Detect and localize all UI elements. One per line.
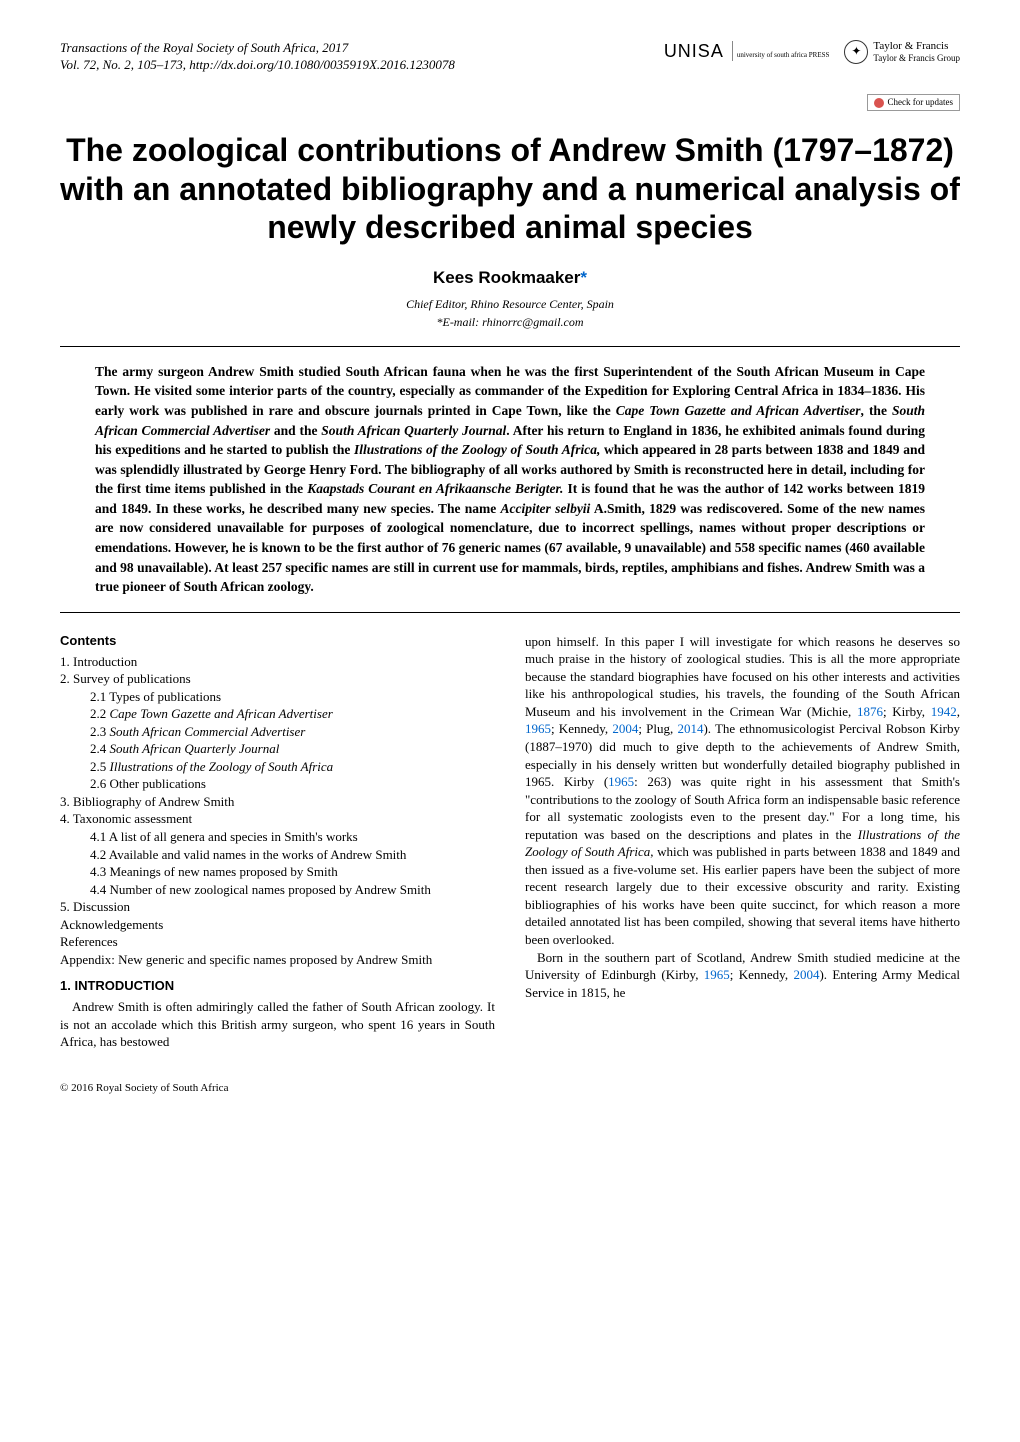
author-asterisk: * bbox=[580, 268, 587, 287]
citation-link[interactable]: 2004 bbox=[612, 721, 638, 736]
unisa-subtext: university of south africa PRESS bbox=[737, 51, 830, 59]
contents-item: Appendix: New generic and specific names… bbox=[60, 951, 495, 969]
abstract-i6: Accipiter selbyii bbox=[501, 501, 591, 516]
right-para-2: Born in the southern part of Scotland, A… bbox=[525, 949, 960, 1002]
contents-item: Acknowledgements bbox=[60, 916, 495, 934]
citation-link[interactable]: 2004 bbox=[793, 967, 819, 982]
contents-item: 1. Introduction bbox=[60, 653, 495, 671]
right-column: upon himself. In this paper I will inves… bbox=[525, 633, 960, 1096]
journal-info: Transactions of the Royal Society of Sou… bbox=[60, 40, 455, 74]
citation-link[interactable]: 1876 bbox=[857, 704, 883, 719]
check-updates-icon bbox=[874, 98, 884, 108]
contents-item: 2.3 South African Commercial Advertiser bbox=[60, 723, 495, 741]
ci-italic: South African Commercial Advertiser bbox=[110, 724, 306, 739]
affiliation-line-1: Chief Editor, Rhino Resource Center, Spa… bbox=[60, 297, 960, 313]
author-name: Kees Rookmaaker* bbox=[60, 267, 960, 289]
contents-heading: Contents bbox=[60, 633, 495, 650]
ci-prefix: 2.5 bbox=[90, 759, 110, 774]
rc-t: ; Plug, bbox=[638, 721, 677, 736]
check-updates-button[interactable]: Check for updates bbox=[867, 94, 960, 112]
contents-item: 4.4 Number of new zoological names propo… bbox=[60, 881, 495, 899]
taylor-francis-logo: ✦ Taylor & Francis Taylor & Francis Grou… bbox=[844, 40, 960, 64]
left-column: Contents 1. Introduction 2. Survey of pu… bbox=[60, 633, 495, 1096]
citation-link[interactable]: 2014 bbox=[677, 721, 703, 736]
contents-item: 5. Discussion bbox=[60, 898, 495, 916]
ci-italic: South African Quarterly Journal bbox=[110, 741, 280, 756]
contents-list: 1. Introduction 2. Survey of publication… bbox=[60, 653, 495, 969]
rc-t: , which was published in parts between 1… bbox=[525, 844, 960, 947]
ci-prefix: 2.3 bbox=[90, 724, 110, 739]
ci-prefix: 2.2 bbox=[90, 706, 110, 721]
affiliation-line-2: *E-mail: rhinorrc@gmail.com bbox=[60, 315, 960, 331]
contents-item: 2.6 Other publications bbox=[60, 775, 495, 793]
rc-t: , bbox=[957, 704, 960, 719]
header-row: Transactions of the Royal Society of Sou… bbox=[60, 40, 960, 74]
contents-item: 2.2 Cape Town Gazette and African Advert… bbox=[60, 705, 495, 723]
contents-item: 2.4 South African Quarterly Journal bbox=[60, 740, 495, 758]
ci-italic: Cape Town Gazette and African Advertiser bbox=[110, 706, 333, 721]
journal-name: Transactions of the Royal Society of Sou… bbox=[60, 40, 316, 55]
abstract-i1: Cape Town Gazette and African Advertiser bbox=[616, 403, 861, 418]
tf-group: Taylor & Francis Group bbox=[873, 53, 960, 63]
abstract-t3: and the bbox=[270, 423, 321, 438]
intro-paragraph: Andrew Smith is often admiringly called … bbox=[60, 998, 495, 1051]
right-para-1: upon himself. In this paper I will inves… bbox=[525, 633, 960, 949]
ci-italic: Illustrations of the Zoology of South Af… bbox=[110, 759, 334, 774]
abstract-i4: Illustrations of the Zoology of South Af… bbox=[354, 442, 600, 457]
rc-t: ; Kirby, bbox=[883, 704, 931, 719]
citation-link[interactable]: 1942 bbox=[931, 704, 957, 719]
contents-item: 2.5 Illustrations of the Zoology of Sout… bbox=[60, 758, 495, 776]
abstract-t2: , the bbox=[861, 403, 892, 418]
contents-item: 4.2 Available and valid names in the wor… bbox=[60, 846, 495, 864]
divider-bottom bbox=[60, 612, 960, 613]
tf-name: Taylor & Francis bbox=[873, 40, 948, 52]
article-title: The zoological contributions of Andrew S… bbox=[60, 131, 960, 246]
unisa-logo: UNISA university of south africa PRESS bbox=[664, 40, 830, 64]
citation-link[interactable]: 1965 bbox=[704, 967, 730, 982]
tf-text: Taylor & Francis Taylor & Francis Group bbox=[873, 40, 960, 64]
abstract: The army surgeon Andrew Smith studied So… bbox=[95, 362, 925, 597]
contents-item: 3. Bibliography of Andrew Smith bbox=[60, 793, 495, 811]
contents-item: 2.1 Types of publications bbox=[60, 688, 495, 706]
header-right: UNISA university of south africa PRESS ✦… bbox=[664, 40, 960, 64]
unisa-text: UNISA bbox=[664, 41, 733, 61]
two-column-body: Contents 1. Introduction 2. Survey of pu… bbox=[60, 633, 960, 1096]
copyright: © 2016 Royal Society of South Africa bbox=[60, 1081, 495, 1095]
divider-top bbox=[60, 346, 960, 347]
journal-year: 2017 bbox=[322, 40, 348, 55]
abstract-i5: Kaapstads Courant en Afrikaansche Berigt… bbox=[307, 481, 563, 496]
tf-icon: ✦ bbox=[844, 40, 868, 64]
citation-link[interactable]: 1965 bbox=[525, 721, 551, 736]
volume-info: Vol. 72, No. 2, 105–173, http://dx.doi.o… bbox=[60, 57, 455, 72]
abstract-i3: South African Quarterly Journal bbox=[321, 423, 506, 438]
contents-item: 4.3 Meanings of new names proposed by Sm… bbox=[60, 863, 495, 881]
contents-item: 2. Survey of publications bbox=[60, 670, 495, 688]
contents-item: 4. Taxonomic assessment bbox=[60, 810, 495, 828]
author-text: Kees Rookmaaker bbox=[433, 268, 580, 287]
contents-item: 4.1 A list of all genera and species in … bbox=[60, 828, 495, 846]
check-updates-label: Check for updates bbox=[888, 97, 953, 109]
rc-t: ; Kennedy, bbox=[730, 967, 794, 982]
rc-t: ; Kennedy, bbox=[551, 721, 612, 736]
ci-prefix: 2.4 bbox=[90, 741, 110, 756]
citation-link[interactable]: 1965 bbox=[608, 774, 634, 789]
contents-item: References bbox=[60, 933, 495, 951]
intro-heading: 1. INTRODUCTION bbox=[60, 978, 495, 995]
